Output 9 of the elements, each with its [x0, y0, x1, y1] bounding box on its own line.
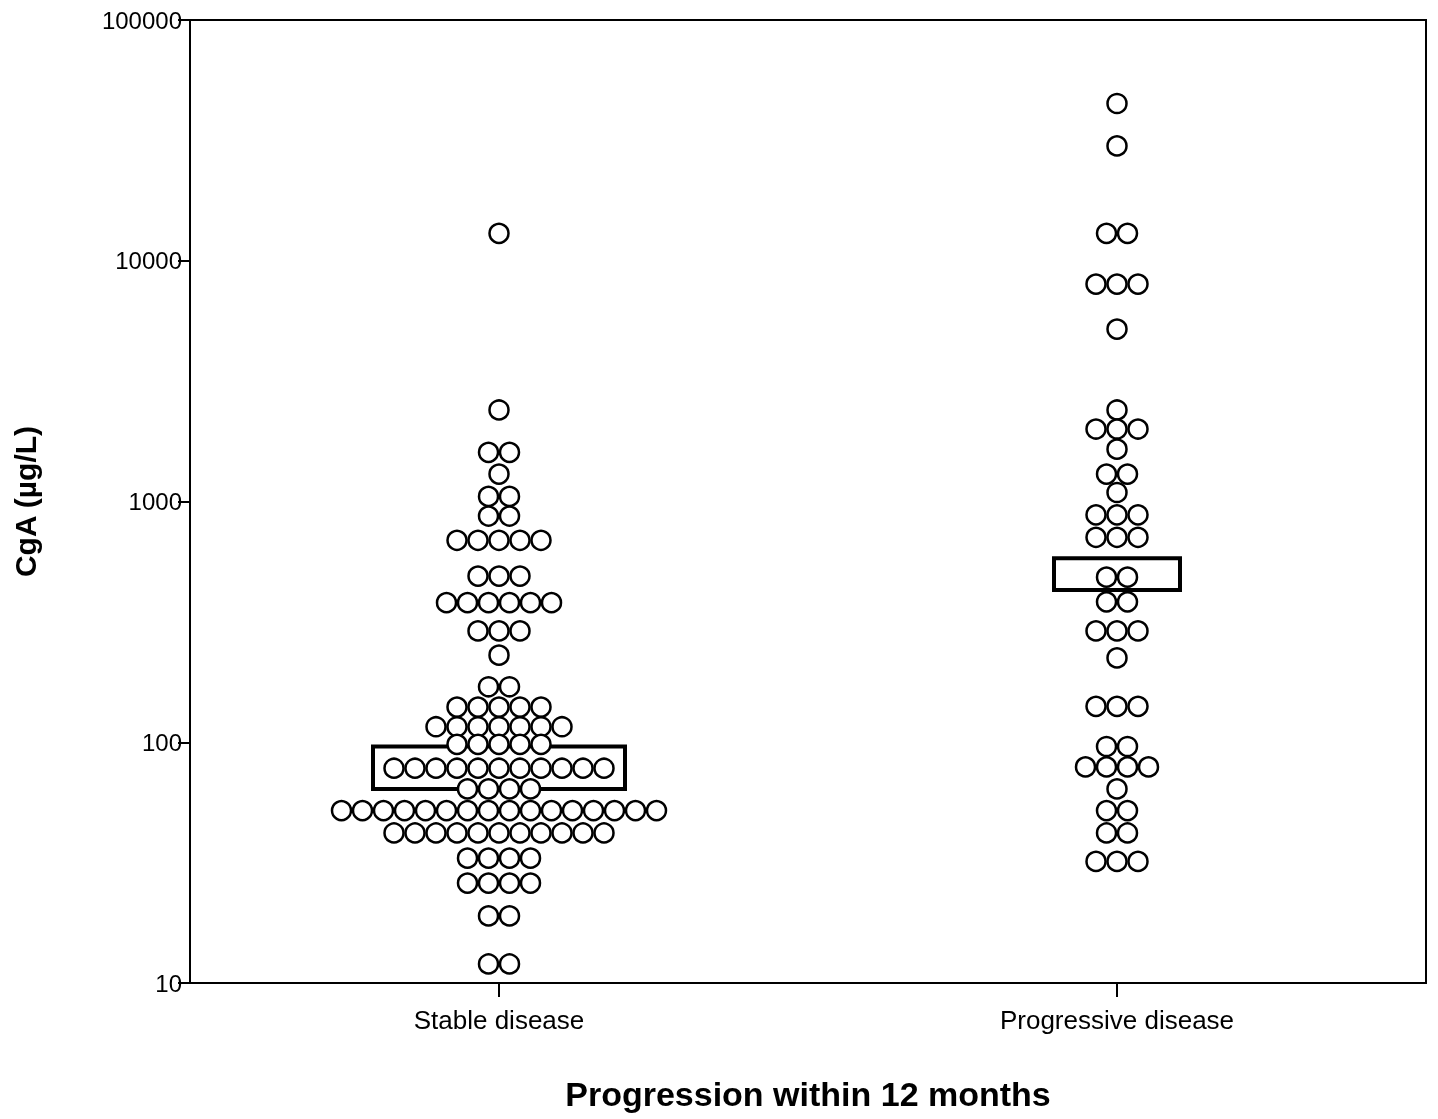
y-tick-label: 1000: [128, 488, 182, 515]
y-tick-label: 10: [155, 969, 182, 997]
x-axis-title: Progression within 12 months: [565, 1075, 1051, 1113]
x-tick-label: Stable disease: [413, 1005, 585, 1035]
y-tick-label: 100: [141, 728, 182, 756]
y-tick-label: 10000: [115, 247, 182, 275]
x-tick-label: Progressive disease: [999, 1005, 1235, 1035]
y-axis-title: CgA (µg/L): [8, 425, 42, 578]
y-tick-label: 100000: [101, 6, 182, 34]
